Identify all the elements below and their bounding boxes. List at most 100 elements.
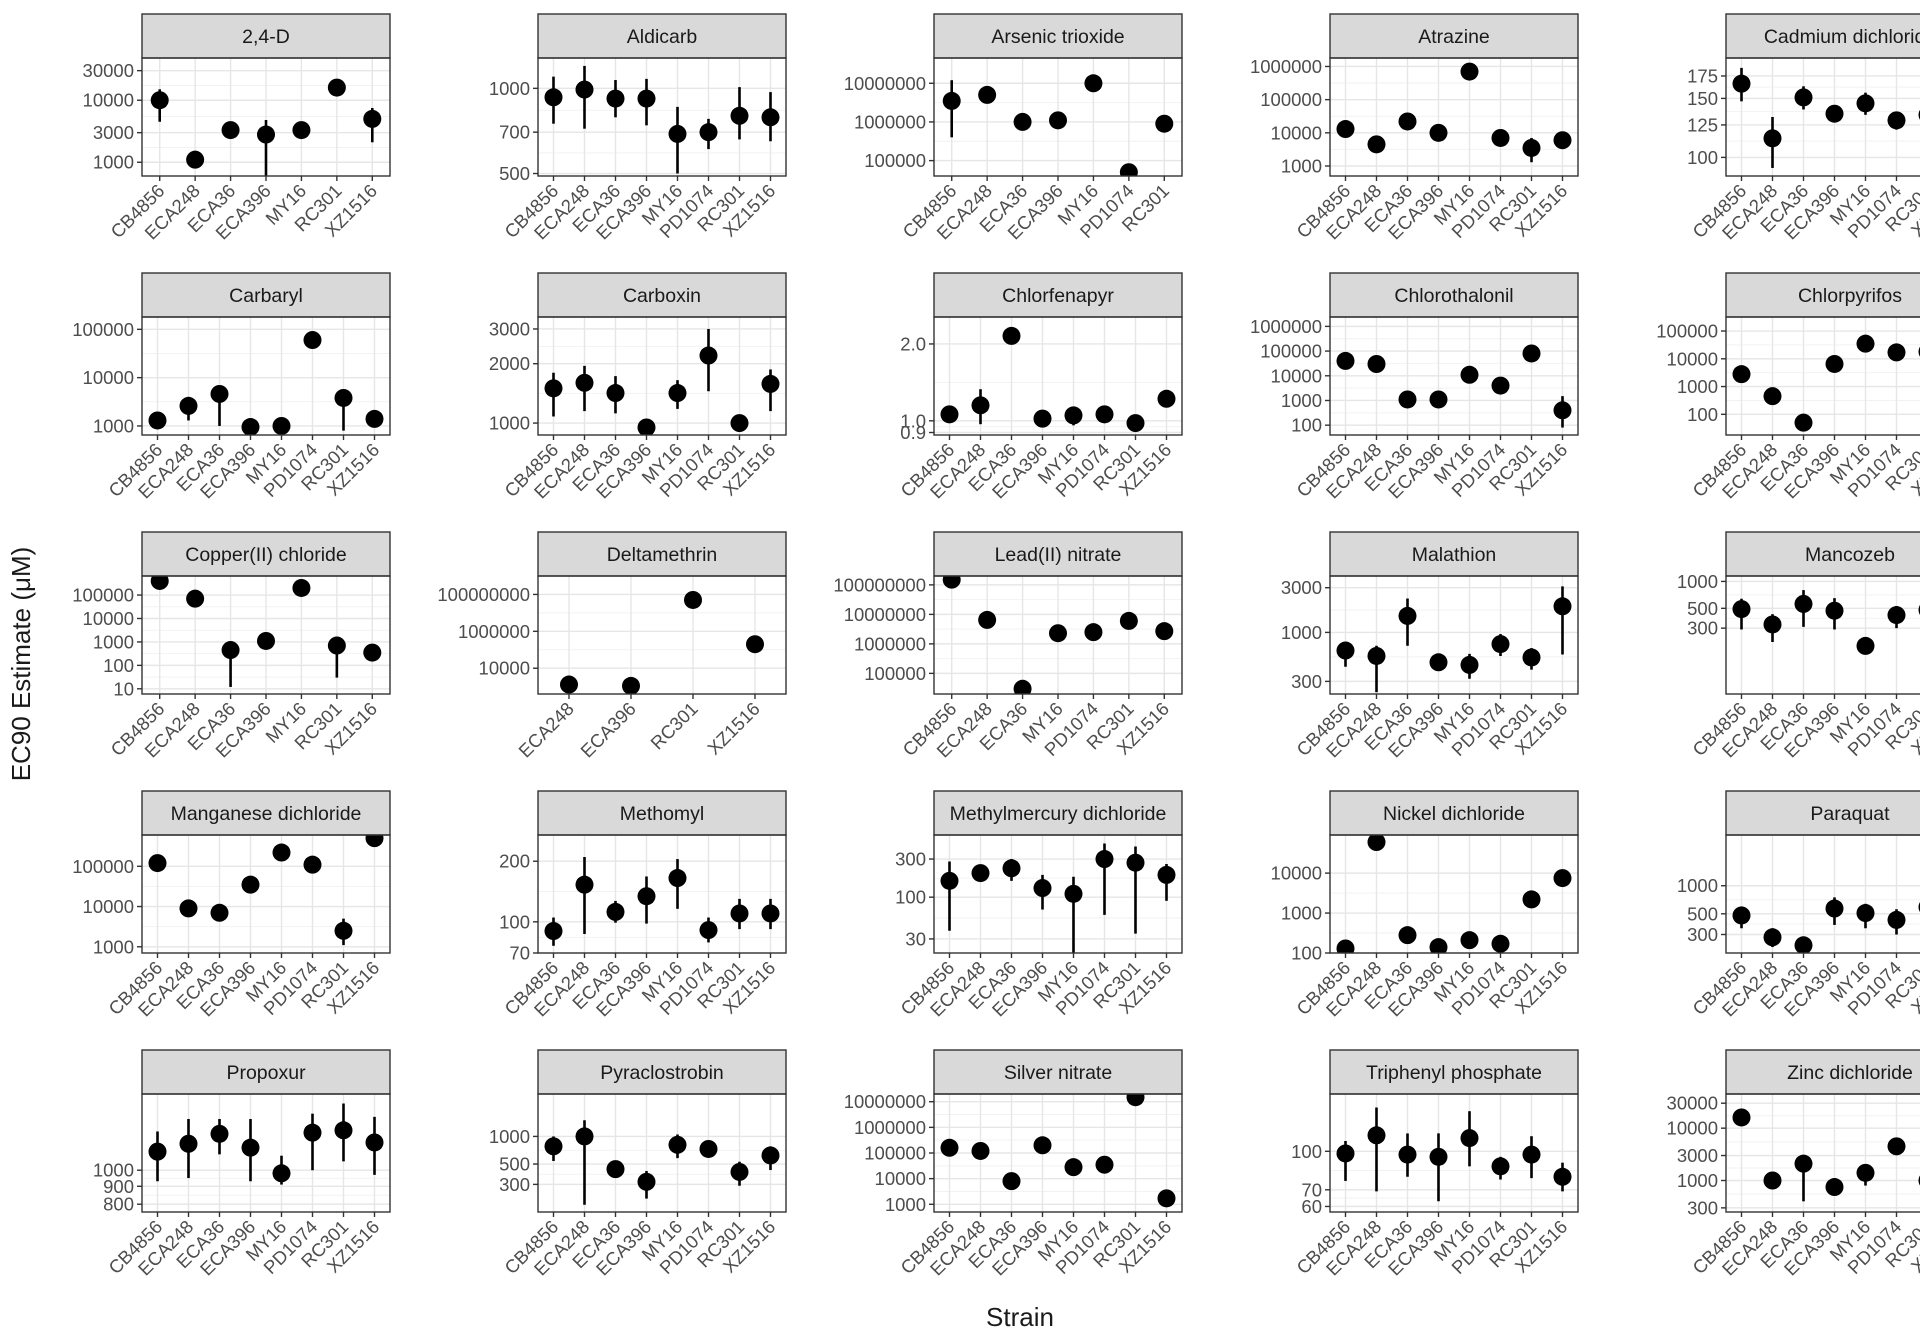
data-point: [622, 676, 640, 694]
data-point: [1522, 1145, 1541, 1164]
facet-panel: Deltamethrin 10000 1000000 100000000 ECA248E…: [437, 531, 787, 762]
facet-panel: Chlorothalonil1001000100001000001000000C…: [1250, 272, 1579, 503]
data-point: [148, 1142, 167, 1161]
data-point: [606, 384, 625, 403]
panel-border: [1329, 57, 1579, 177]
y-tick-label: 1000000: [854, 1117, 926, 1138]
y-tick-label: 300: [499, 1174, 530, 1195]
y-tick-label: 10000: [83, 896, 134, 917]
data-point: [1825, 899, 1844, 918]
panel-background: [1726, 58, 1920, 176]
facet-panel: Nickel dichloride100100010000CB4856ECA24…: [1271, 790, 1579, 1021]
data-point: [1013, 679, 1032, 694]
panel-data: [148, 835, 384, 946]
data-point: [606, 1160, 625, 1179]
data-point: [1763, 387, 1782, 406]
data-point: [1095, 405, 1114, 424]
data-point: [1084, 623, 1103, 642]
data-point: [1887, 910, 1906, 929]
panel-border: [1329, 575, 1579, 695]
y-tick-label: 1000000: [1250, 316, 1322, 337]
panel-border: [1725, 57, 1920, 177]
y-tick-label: 1000: [93, 415, 134, 436]
facet-title: Malathion: [1412, 544, 1497, 566]
y-tick-label: 500: [499, 1154, 530, 1175]
data-point: [1367, 1126, 1386, 1145]
facet-panel: Paraquat3005001000CB4856ECA248ECA36ECA39…: [1677, 790, 1920, 1021]
data-point: [1336, 351, 1355, 370]
data-point: [730, 106, 749, 125]
data-point: [210, 384, 229, 403]
y-tick-label: 10000: [83, 90, 134, 111]
data-point: [334, 1121, 353, 1140]
facet-panel: Cadmium dichloride100125150175CB4856ECA2…: [1687, 13, 1920, 244]
data-point: [365, 1133, 384, 1152]
data-point: [1155, 622, 1174, 641]
data-point: [1553, 1167, 1572, 1186]
facet-panel: Carboxin100020003000CB4856ECA248ECA36ECA…: [489, 272, 787, 503]
data-point: [186, 589, 205, 608]
data-point: [1887, 1137, 1906, 1156]
data-point: [1732, 906, 1751, 925]
data-point: [365, 835, 384, 848]
data-point: [1064, 1158, 1083, 1177]
panel-background: [1330, 1094, 1578, 1212]
y-tick-label: 100: [1687, 404, 1718, 425]
data-point: [1460, 655, 1479, 674]
facet-strip: [1725, 13, 1920, 59]
data-point: [1856, 904, 1875, 923]
panel-background: [934, 835, 1182, 953]
panel-grid: 2,4-D100030001000030000CB4856ECA248ECA36…: [72, 13, 1920, 1280]
facet-strip: [537, 272, 787, 318]
panel-border: [141, 57, 391, 177]
facet-title: Chlorothalonil: [1394, 285, 1513, 307]
y-tick-label: 1000: [489, 1126, 530, 1147]
facet-title: Mancozeb: [1805, 544, 1895, 566]
data-point: [148, 411, 167, 430]
y-tick-label: 1000: [885, 1194, 926, 1215]
data-point: [1157, 389, 1176, 408]
panel-background: [142, 1094, 390, 1212]
panel-data: [544, 1120, 780, 1205]
panel-background: [538, 317, 786, 435]
y-tick-label: 100000: [1656, 321, 1718, 342]
y-tick-label: 10000: [1667, 1118, 1718, 1139]
y-tick-label: 1.0: [900, 410, 926, 431]
data-point: [150, 91, 169, 110]
data-point: [1157, 1189, 1176, 1208]
facet-panel: Methylmercury dichloride30100300CB4856EC…: [895, 790, 1183, 1021]
data-point: [1522, 138, 1541, 157]
facet-title: Atrazine: [1418, 26, 1490, 48]
data-point: [1732, 74, 1751, 93]
data-point: [1825, 601, 1844, 620]
data-point: [942, 91, 961, 110]
facet-panel: Methomyl70100200CB4856ECA248ECA36ECA396M…: [499, 790, 787, 1021]
panel-border: [141, 316, 391, 436]
panel-border: [1725, 1093, 1920, 1213]
facet-title: Chlorfenapyr: [1002, 285, 1114, 307]
data-point: [1522, 890, 1541, 909]
y-tick-label: 10000000: [844, 604, 926, 625]
facet-title: Arsenic trioxide: [991, 26, 1124, 48]
data-point: [668, 1135, 687, 1154]
facet-strip: [1329, 1049, 1579, 1095]
data-point: [1049, 111, 1067, 130]
facet-title: Methylmercury dichloride: [950, 803, 1167, 825]
facet-panel: Zinc dichloride300100030001000030000CB48…: [1667, 1049, 1920, 1280]
y-tick-label: 60: [1301, 1196, 1322, 1217]
data-point: [1429, 653, 1448, 672]
data-point: [575, 1127, 594, 1146]
y-tick-label: 1000: [1677, 571, 1718, 592]
data-point: [1522, 344, 1541, 363]
facet-title: Cadmium dichloride: [1764, 26, 1920, 48]
data-point: [327, 78, 346, 97]
y-tick-label: 10000: [875, 1168, 926, 1189]
data-point: [303, 855, 322, 874]
panel-data: [940, 843, 1176, 953]
panel-data: [544, 328, 780, 435]
facet-title: Copper(II) chloride: [185, 544, 346, 566]
data-point: [637, 418, 656, 435]
y-tick-label: 100000: [864, 663, 926, 684]
data-point: [257, 125, 275, 144]
data-point: [1763, 615, 1782, 634]
